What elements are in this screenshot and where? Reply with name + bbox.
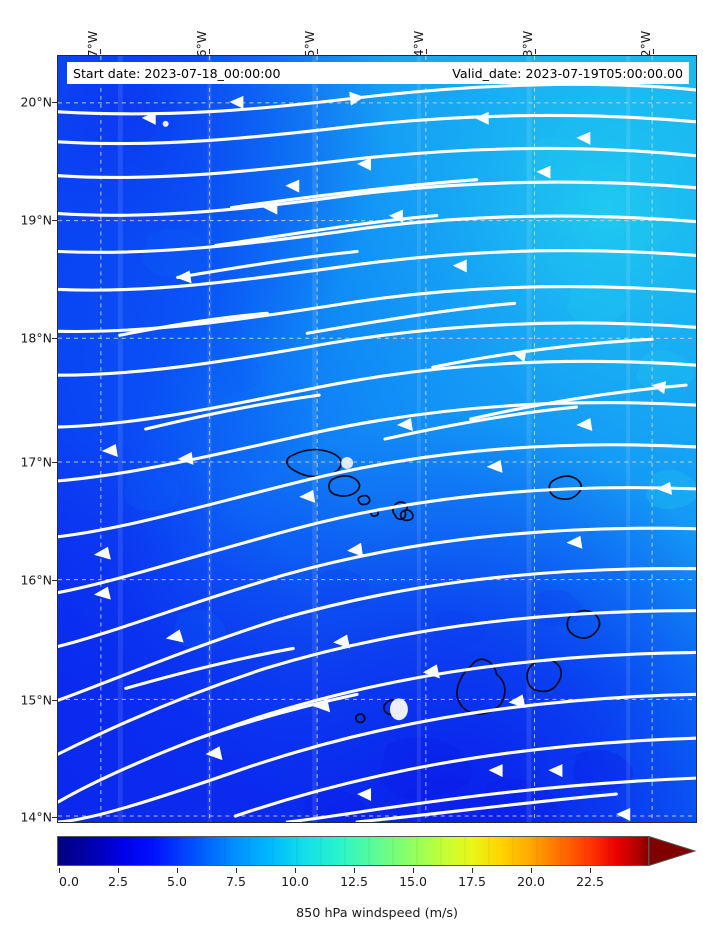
y-tick-mark xyxy=(52,580,57,581)
y-tick-label: 19°N xyxy=(20,212,52,228)
streamline-direction-arrows xyxy=(93,95,673,822)
y-tick-mark xyxy=(52,102,57,103)
colorbar-title: 850 hPa windspeed (m/s) xyxy=(295,906,459,921)
y-tick-mark xyxy=(52,817,57,818)
colorbar-tick-mark xyxy=(590,868,591,873)
start-date-label: Start date: 2023-07-18_00:00:00 xyxy=(73,65,281,81)
y-tick-label: 17°N xyxy=(20,454,52,470)
y-tick-mark xyxy=(52,220,57,221)
y-tick-label: 16°N xyxy=(20,572,52,588)
colorbar-tick-label: 22.5 xyxy=(576,874,604,889)
x-tick-mark xyxy=(535,49,536,54)
colorbar-tick-mark xyxy=(413,868,414,873)
colorbar-tick-mark xyxy=(472,868,473,873)
y-tick-label: 14°N xyxy=(20,809,52,825)
colorbar-tick-label: 10.0 xyxy=(281,874,309,889)
colorbar-gradient xyxy=(57,836,697,866)
colorbar-tick-label: 17.5 xyxy=(458,874,486,889)
colorbar-tick-label: 7.5 xyxy=(226,874,246,889)
colorbar-tick-mark xyxy=(236,868,237,873)
valid-date-label: Valid_date: 2023-07-19T05:00:00.00 xyxy=(452,65,683,81)
x-tick-mark xyxy=(209,49,210,54)
y-tick-label: 20°N xyxy=(20,94,52,110)
windspeed-map-plot[interactable]: Start date: 2023-07-18_00:00:00 Valid_da… xyxy=(57,55,697,823)
colorbar-tick-label: 15.0 xyxy=(399,874,427,889)
colorbar-tick-mark xyxy=(295,868,296,873)
y-tick-mark xyxy=(52,462,57,463)
date-info-banner: Start date: 2023-07-18_00:00:00 Valid_da… xyxy=(67,62,689,84)
colorbar-tick-mark xyxy=(59,868,60,873)
colorbar-tick-label: 0.0 xyxy=(59,874,79,889)
colorbar[interactable]: 0.0 2.5 5.0 7.5 10.0 12.5 15.0 17.5 20.0… xyxy=(57,836,697,921)
colorbar-tick-mark xyxy=(177,868,178,873)
colorbar-tick-label: 12.5 xyxy=(340,874,368,889)
colorbar-tick-label: 2.5 xyxy=(108,874,128,889)
y-tick-label: 15°N xyxy=(20,692,52,708)
colorbar-tick-mark xyxy=(118,868,119,873)
x-tick-mark xyxy=(100,49,101,54)
colorbar-tick-label: 5.0 xyxy=(167,874,187,889)
colorbar-tick-mark xyxy=(354,868,355,873)
orographic-wind-shadow xyxy=(162,120,408,721)
colorbar-tick-mark xyxy=(531,868,532,873)
windspeed-contour-field xyxy=(58,56,696,822)
x-tick-mark xyxy=(426,49,427,54)
y-tick-mark xyxy=(52,338,57,339)
colorbar-tick-label: 20.0 xyxy=(517,874,545,889)
y-tick-label: 18°N xyxy=(20,330,52,346)
windspeed-map-svg xyxy=(58,56,696,822)
wind-streamlines xyxy=(58,82,696,822)
x-tick-mark xyxy=(653,49,654,54)
y-tick-mark xyxy=(52,700,57,701)
x-tick-mark xyxy=(317,49,318,54)
